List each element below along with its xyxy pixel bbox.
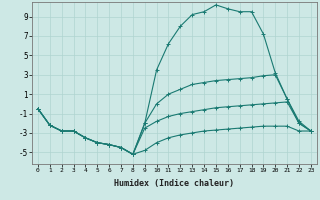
X-axis label: Humidex (Indice chaleur): Humidex (Indice chaleur) [115,179,234,188]
